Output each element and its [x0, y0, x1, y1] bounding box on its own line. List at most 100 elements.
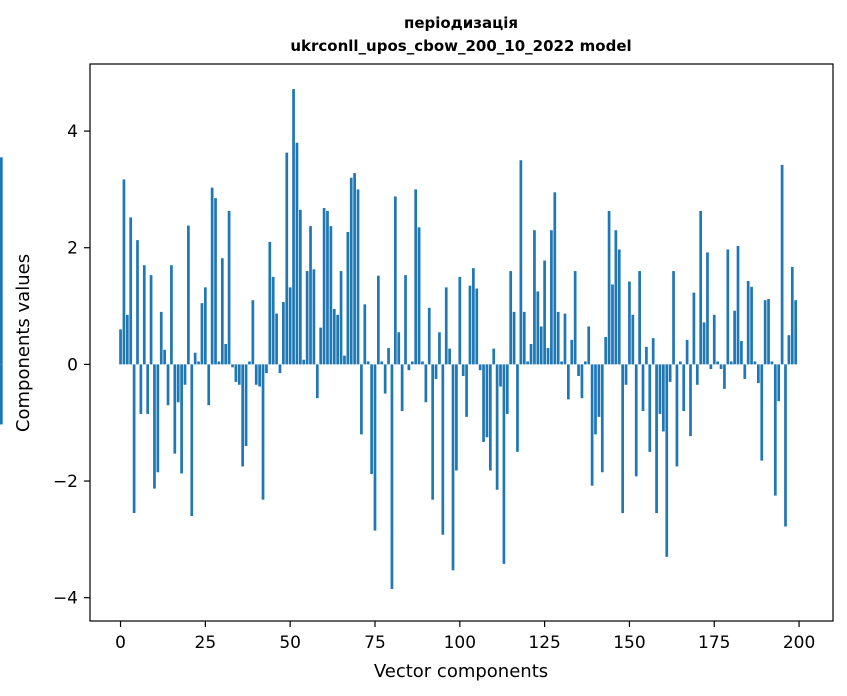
bar [363, 304, 367, 365]
bar [522, 311, 526, 365]
bar [336, 314, 340, 365]
bar [326, 210, 329, 365]
bars-group [0, 89, 798, 589]
bar [312, 269, 316, 365]
bar [329, 226, 333, 365]
bar [492, 348, 496, 365]
bar [709, 364, 713, 370]
bar [176, 364, 180, 403]
bar [315, 364, 319, 399]
bar [343, 355, 346, 365]
bar [302, 359, 306, 365]
bar [699, 210, 703, 365]
bar [767, 299, 770, 365]
y-axis-label: Components values [13, 254, 34, 432]
bar [719, 364, 723, 370]
bar [231, 364, 234, 368]
bar [241, 364, 245, 467]
bar [278, 364, 282, 374]
bar [248, 361, 251, 365]
bar [234, 364, 238, 382]
bar [444, 287, 448, 365]
bar [373, 364, 377, 531]
bar [214, 198, 217, 365]
bar [200, 303, 204, 365]
bar [434, 364, 438, 379]
bar [600, 364, 604, 473]
bar [377, 275, 380, 365]
x-tick-label: 25 [195, 633, 217, 653]
bar [393, 196, 397, 365]
bar [159, 311, 163, 365]
x-axis-label: Vector components [374, 661, 548, 682]
bar [472, 268, 475, 365]
x-tick-label: 100 [444, 633, 476, 653]
bar [641, 364, 645, 412]
bar [156, 364, 160, 473]
chart-subtitle: ukrconll_upos_cbow_200_10_2022 model [290, 37, 631, 55]
plot-area-frame [89, 63, 834, 622]
bar [305, 271, 309, 365]
bar [441, 364, 445, 535]
bar [624, 364, 628, 385]
bar [346, 231, 350, 365]
bar [790, 266, 794, 365]
bar [543, 260, 546, 365]
bar [597, 364, 601, 417]
bar [207, 364, 211, 406]
bar [757, 364, 760, 384]
bar [716, 361, 719, 365]
bar [475, 288, 479, 365]
bar [146, 364, 150, 414]
bar [546, 348, 550, 365]
bar [526, 361, 530, 365]
bar [139, 364, 143, 414]
bar [533, 230, 536, 365]
bar [332, 308, 336, 365]
bar [448, 348, 451, 365]
y-tick-label: 2 [67, 239, 78, 259]
bar [451, 364, 455, 571]
x-tick-label: 150 [613, 633, 645, 653]
bar [509, 271, 513, 365]
bar [268, 241, 272, 365]
bar [380, 361, 384, 365]
bar [750, 286, 753, 365]
y-axis-ticks: −4 −2 0 2 4 [53, 122, 90, 609]
x-tick-label: 175 [698, 633, 730, 653]
bar [370, 364, 373, 475]
bar [502, 364, 506, 564]
bar [583, 361, 587, 365]
bar [183, 364, 187, 385]
bar [455, 364, 458, 471]
bar [224, 343, 228, 365]
x-axis-ticks: 0 25 50 75 100 125 150 175 200 [115, 621, 815, 653]
bar [220, 258, 224, 365]
bar [190, 364, 194, 517]
bar [203, 287, 207, 365]
bar [648, 364, 652, 452]
bar [590, 364, 594, 486]
bar [193, 352, 197, 365]
bar [695, 364, 699, 385]
bar [784, 364, 787, 527]
bar [777, 364, 781, 402]
bar [360, 364, 363, 435]
x-tick-label: 125 [528, 633, 560, 653]
bar [261, 364, 265, 500]
bar [170, 265, 173, 365]
bar [424, 364, 428, 403]
bar [753, 361, 757, 365]
bar [163, 349, 166, 365]
bar [119, 329, 122, 365]
bar [397, 332, 401, 365]
bar [512, 311, 516, 365]
bar [136, 240, 139, 365]
bar [488, 364, 492, 471]
bar [414, 189, 418, 365]
bar [662, 364, 665, 432]
bar [563, 313, 567, 365]
bar [655, 364, 658, 514]
bar [285, 152, 289, 365]
bar [634, 364, 638, 477]
